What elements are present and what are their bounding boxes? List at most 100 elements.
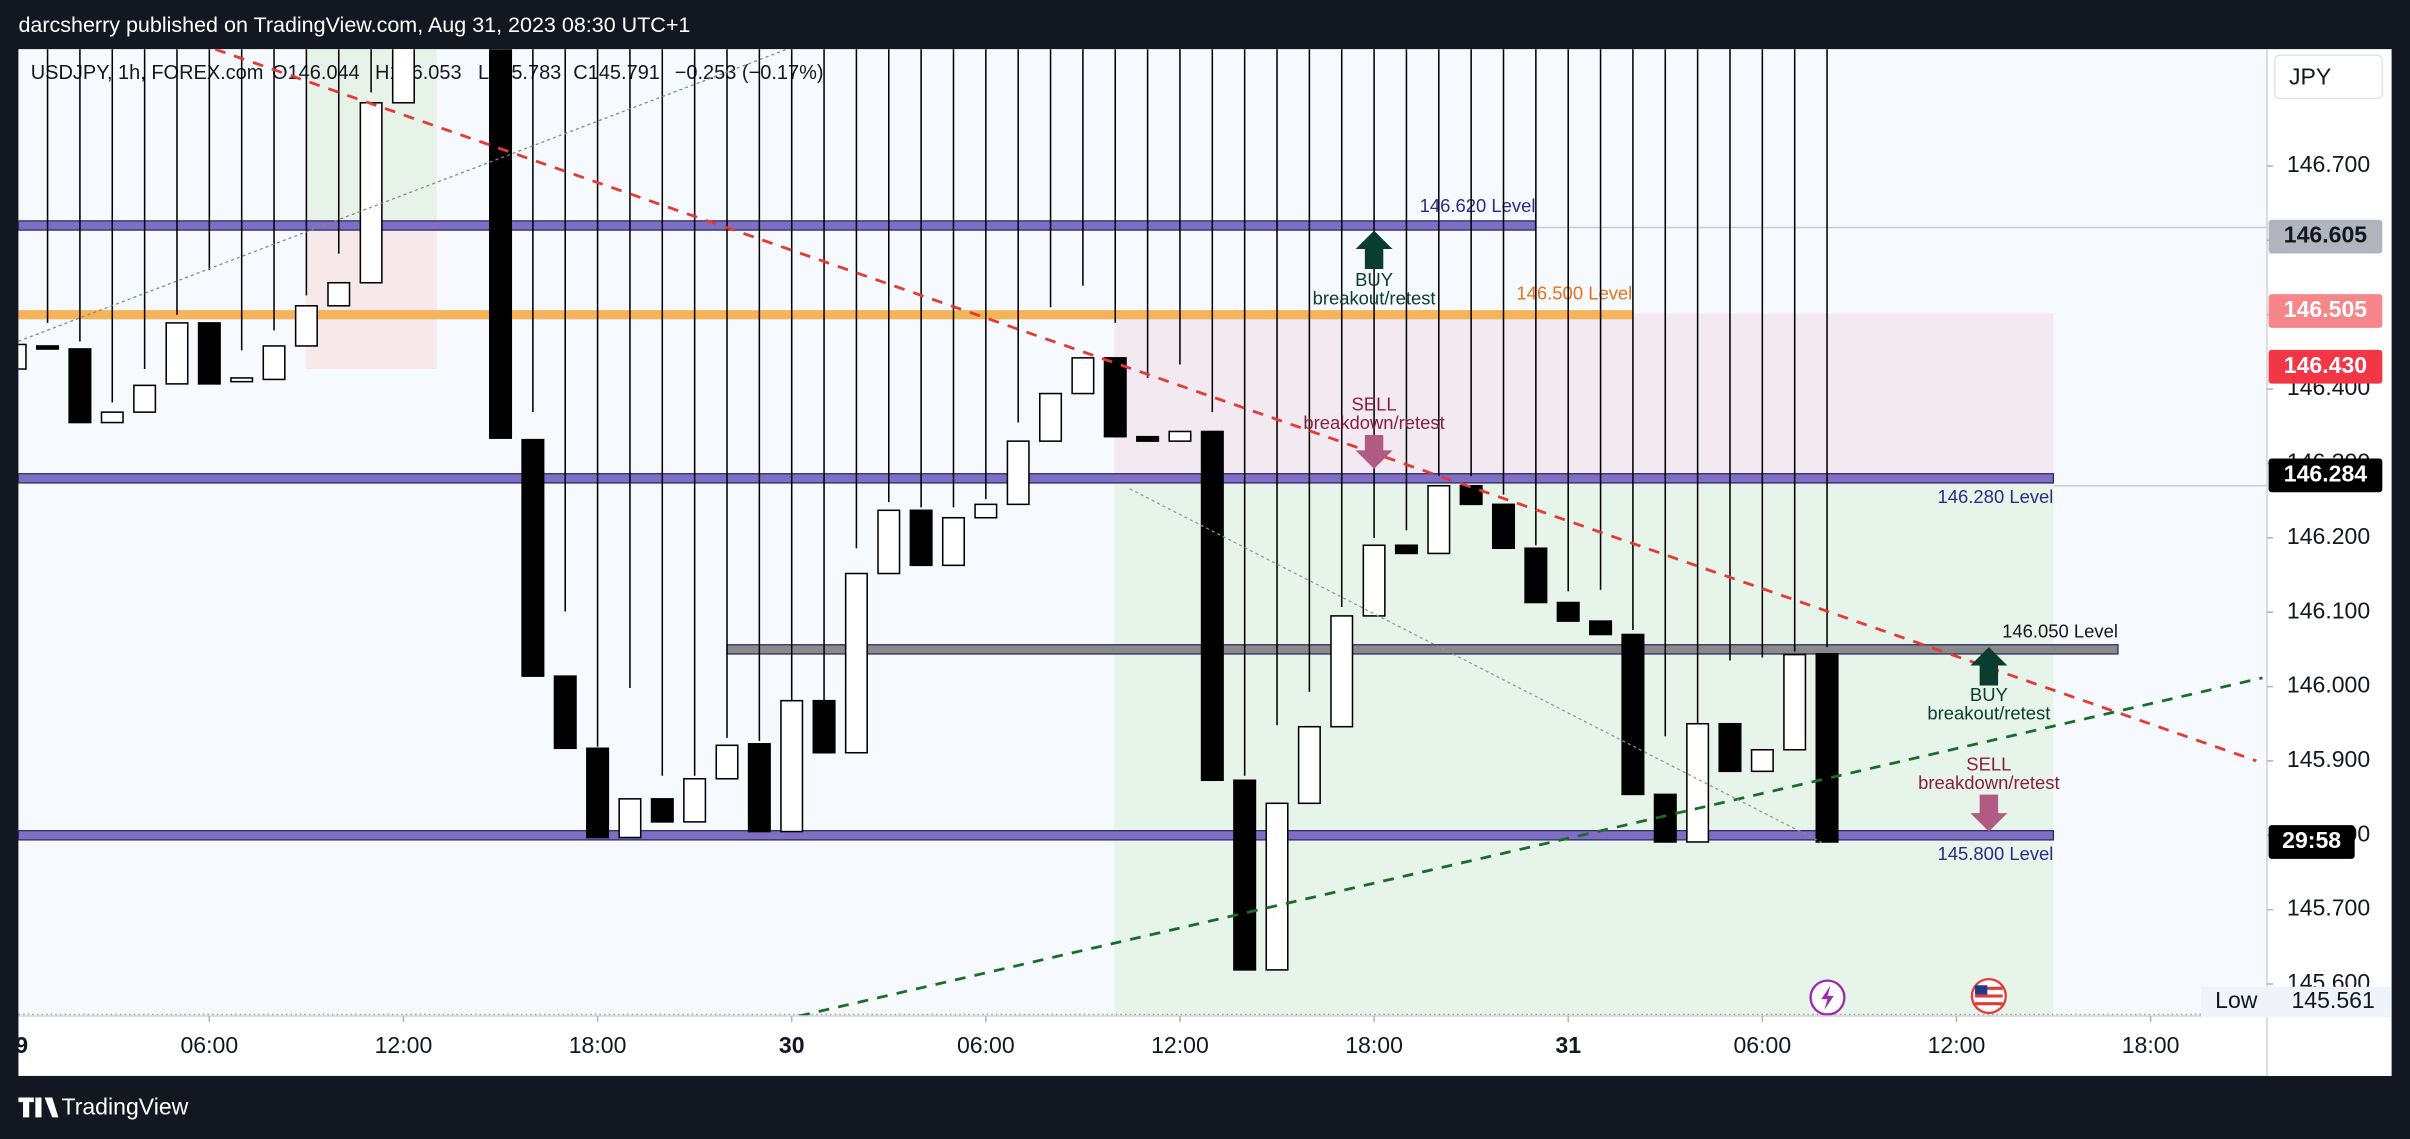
x-tick-label: 12:00 [1928, 1032, 1986, 1058]
x-tick-label: 06:00 [180, 1032, 238, 1058]
candle-body [100, 411, 124, 424]
annotation-title: BUY [1970, 684, 2008, 705]
flag-stripe [1975, 986, 2003, 990]
level-label: 146.620 Level [1420, 195, 1536, 216]
trend-lines [18, 49, 2263, 1016]
candle-body [327, 281, 351, 307]
trend-line [214, 49, 2257, 763]
candle-body [1459, 484, 1483, 506]
y-tick-label: 145.700 [2287, 895, 2370, 921]
brand-logo [18, 1097, 59, 1118]
level-band [726, 644, 2119, 655]
annotation-text: breakdown/retest [1918, 772, 2059, 793]
x-tick-label: 06:00 [957, 1032, 1015, 1058]
candle-body [68, 348, 92, 424]
candle-body [974, 503, 998, 519]
trend-line [18, 49, 788, 342]
candle-body [1039, 392, 1063, 442]
sell-arrow [1970, 794, 2008, 832]
candle-body [1653, 793, 1677, 843]
annotation-text: breakout/retest [1313, 288, 1436, 309]
level-band [18, 220, 1537, 231]
x-tick-label: 31 [1555, 1032, 1581, 1058]
candle-body [488, 49, 513, 439]
legend-symbol: USDJPY, 1h, FOREX.com [31, 62, 264, 84]
price-badge [2268, 349, 2383, 384]
candle-body [1265, 802, 1289, 971]
candle-body [1686, 722, 1710, 843]
y-tick-label: 145.900 [2287, 746, 2370, 772]
candle-body [1783, 653, 1807, 751]
x-tick-label: 12:00 [1151, 1032, 1209, 1058]
annotations: BUYbreakout/retestSELLbreakdown/retestBU… [1303, 269, 2059, 793]
position-loss-zone [1114, 313, 2054, 482]
candle-body [1427, 484, 1451, 555]
x-tick-label: 30 [779, 1032, 805, 1058]
candle-body [618, 798, 642, 839]
candle-body [1589, 620, 1613, 636]
price-badge [2268, 458, 2383, 493]
candle-body [230, 377, 254, 383]
level-label: 145.800 Level [1938, 843, 2054, 864]
candle-body [941, 516, 966, 567]
y-tick-label: 146.100 [2287, 597, 2370, 623]
candle-body [877, 509, 901, 575]
brand-name: TradingView [61, 1093, 188, 1119]
low-badge [2200, 986, 2392, 1018]
candle-body [1718, 722, 1742, 773]
candle-body [1136, 435, 1160, 442]
price-badge-label: 146.284 [2284, 460, 2367, 486]
candle-body [812, 699, 836, 754]
legend-value: H146.053 [375, 62, 462, 84]
candle-body [521, 438, 545, 677]
candle-body [1103, 357, 1127, 438]
annotation-title: SELL [1352, 394, 1397, 415]
level-band [18, 830, 2055, 841]
flag-stripe [1975, 1002, 2003, 1006]
candle-body [1297, 725, 1321, 805]
candle-body [197, 322, 221, 385]
buy-arrow [1970, 647, 2008, 686]
levels: 146.620 Level 146.500 Level 146.280 Level 1… [18, 195, 2119, 864]
candle-body [1750, 748, 1774, 773]
candle-body [18, 343, 27, 370]
x-tick-label: 06:00 [1733, 1032, 1791, 1058]
x-tick-label: 29 [2, 1032, 28, 1058]
candle-body [36, 345, 60, 350]
candle-body [1168, 430, 1192, 442]
trend-line [1129, 488, 1822, 843]
level-band [18, 473, 2055, 484]
candle-body [844, 572, 868, 754]
annotation-text: breakout/retest [1927, 703, 2050, 724]
candle-body [715, 744, 739, 780]
candle-body [747, 743, 771, 833]
x-tick-label: 18:00 [2122, 1032, 2180, 1058]
low-name: Low [2215, 987, 2258, 1013]
x-tick-label: 18:00 [569, 1032, 627, 1058]
candle-body [780, 699, 804, 833]
currency-button[interactable] [2273, 54, 2384, 100]
price-badge-label: 146.430 [2284, 352, 2367, 378]
candle-body [1362, 544, 1386, 617]
candle-body [1491, 503, 1516, 549]
price-badge [2268, 219, 2383, 254]
level-label: 146.050 Level [2002, 620, 2118, 641]
sell-arrow [1355, 435, 1393, 469]
candle-body [165, 322, 189, 385]
flag-canton [1975, 985, 1988, 995]
price-badge [2268, 294, 2383, 328]
candle-body [586, 747, 610, 839]
candles [18, 49, 1839, 971]
candle-body [1200, 430, 1224, 782]
x-tick-label: 18:00 [1345, 1032, 1403, 1058]
countdown: 29:58 [2282, 827, 2341, 853]
price-badge-label: 146.505 [2284, 296, 2367, 322]
x-tick-label: 12:00 [375, 1032, 433, 1058]
candle-body [391, 49, 415, 104]
annotation-text: breakdown/retest [1303, 412, 1444, 433]
y-tick-label: 146.700 [2287, 151, 2370, 177]
candle-body [650, 798, 674, 823]
candle-body [1330, 615, 1354, 728]
level-band [18, 310, 1633, 320]
annotation-title: BUY [1355, 269, 1393, 290]
